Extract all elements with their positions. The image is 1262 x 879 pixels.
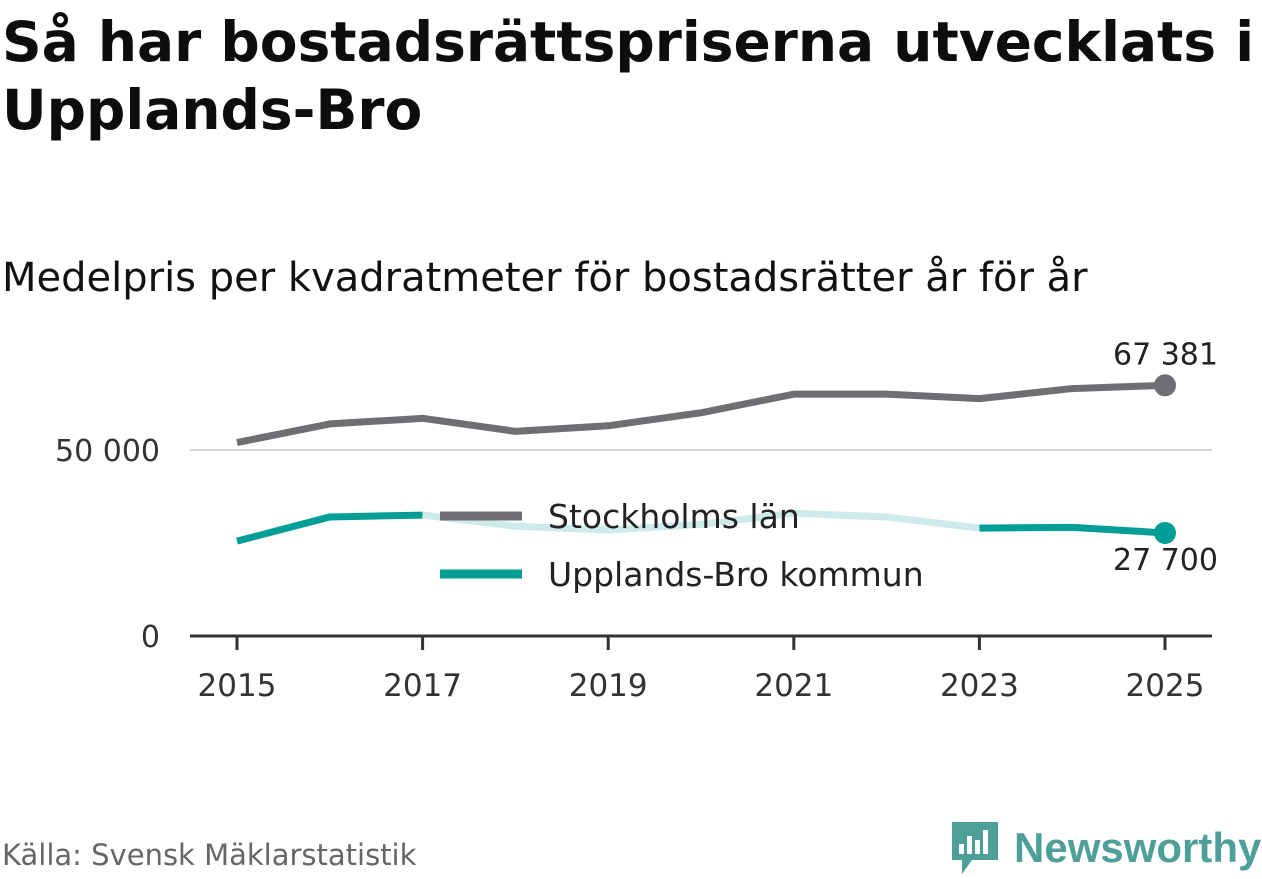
- series-layer: [236, 374, 1176, 545]
- x-tick-label: 2023: [940, 668, 1019, 704]
- label-layer: 67 381 27 700: [1113, 337, 1218, 578]
- end-value-label: 27 700: [1113, 543, 1218, 578]
- x-tick-label: 2017: [383, 668, 462, 704]
- brand-name: Newsworthy: [1014, 824, 1262, 871]
- x-tick-label: 2015: [198, 668, 277, 704]
- bar-chart-speech-bubble-icon: [952, 822, 998, 874]
- y-tick-label: 0: [141, 620, 160, 655]
- series-line-faded: [422, 509, 980, 534]
- legend: Stockholms län Upplands-Bro kommun: [440, 497, 924, 594]
- chart-subtitle: Medelpris per kvadratmeter för bostadsrä…: [2, 255, 1088, 301]
- series-end-point: [1154, 521, 1176, 544]
- series-line-solid: [979, 523, 1166, 537]
- x-tick-label: 2025: [1126, 668, 1205, 704]
- end-value-label: 67 381: [1113, 337, 1218, 372]
- legend-label: Stockholms län: [548, 497, 800, 536]
- legend-label: Upplands-Bro kommun: [548, 555, 924, 594]
- y-tick-label: 50 000: [55, 434, 160, 469]
- series-line-solid: [236, 511, 423, 545]
- series-line: [236, 381, 1166, 446]
- chart-title: Så har bostadsrättspriserna utvecklats i…: [2, 10, 1255, 142]
- x-tick-label: 2019: [569, 668, 648, 704]
- series-end-point: [1154, 374, 1176, 397]
- brand-logo: Newsworthy: [950, 818, 1261, 878]
- grid-layer: 0 50 000 2015 2017 2019 2021 2023 2025: [55, 434, 1212, 704]
- source-note: Källa: Svensk Mäklarstatistik: [2, 838, 417, 872]
- x-tick-label: 2021: [754, 668, 833, 704]
